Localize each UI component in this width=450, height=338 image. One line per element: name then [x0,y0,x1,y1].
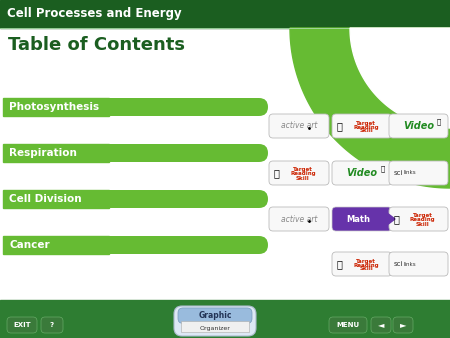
FancyBboxPatch shape [174,306,256,336]
Text: Cell Division: Cell Division [9,194,81,204]
Text: Math: Math [346,215,370,223]
FancyBboxPatch shape [389,161,448,185]
Text: 🎓: 🎓 [437,119,441,125]
Text: Target: Target [356,121,376,125]
Text: Organizer: Organizer [199,326,230,331]
Text: Reading: Reading [353,124,379,129]
Polygon shape [350,28,450,128]
Text: Target: Target [413,214,432,218]
Text: Skill: Skill [359,128,373,134]
FancyBboxPatch shape [3,236,268,254]
FancyBboxPatch shape [269,114,329,138]
Bar [3,236,109,254]
Text: Skill: Skill [416,221,429,226]
FancyBboxPatch shape [332,252,392,276]
Text: Cell Processes and Energy: Cell Processes and Energy [7,7,182,21]
Text: Reading: Reading [290,171,316,176]
Text: Target: Target [356,259,376,264]
FancyBboxPatch shape [332,207,392,231]
Text: EXIT: EXIT [13,322,31,328]
Text: Target: Target [293,168,313,172]
Bar [0,0,450,28]
Text: active art: active art [281,215,317,223]
Text: sci: sci [394,170,404,176]
FancyBboxPatch shape [389,207,448,231]
FancyBboxPatch shape [329,317,367,333]
FancyBboxPatch shape [389,114,448,138]
Text: Video: Video [403,121,434,131]
FancyBboxPatch shape [371,317,391,333]
Text: active art: active art [281,121,317,130]
FancyBboxPatch shape [269,161,329,185]
FancyBboxPatch shape [332,161,392,185]
Text: ?: ? [50,322,54,328]
Text: Reading: Reading [410,217,435,222]
FancyBboxPatch shape [393,317,413,333]
Polygon shape [290,28,450,188]
Text: Skill: Skill [359,266,373,271]
FancyBboxPatch shape [3,144,268,162]
FancyBboxPatch shape [332,114,392,138]
FancyBboxPatch shape [7,317,37,333]
Text: 🎯: 🎯 [337,121,343,131]
Text: 🎯: 🎯 [394,214,400,224]
Polygon shape [383,210,395,228]
Text: ►: ► [400,320,406,330]
Bar [3,98,109,116]
Text: MENU: MENU [337,322,360,328]
Bar [3,190,109,208]
Text: Skill: Skill [296,175,310,180]
Bar [3,144,109,162]
Text: Graphic: Graphic [198,311,232,320]
Text: 🎓: 🎓 [381,166,385,172]
Bar [0,300,450,338]
Text: links: links [404,170,417,175]
Text: Respiration: Respiration [9,148,77,158]
Bar [181,321,249,332]
Text: Photosynthesis: Photosynthesis [9,102,99,112]
FancyBboxPatch shape [269,207,329,231]
Polygon shape [0,286,450,298]
Text: 🎯: 🎯 [337,259,343,269]
FancyBboxPatch shape [389,252,448,276]
Text: 🎯: 🎯 [274,168,280,178]
Text: Video: Video [346,168,378,178]
FancyBboxPatch shape [3,190,268,208]
Text: sci: sci [394,261,404,267]
FancyBboxPatch shape [41,317,63,333]
FancyBboxPatch shape [3,98,268,116]
Text: Table of Contents: Table of Contents [8,36,185,54]
FancyBboxPatch shape [178,308,252,323]
Text: Reading: Reading [353,263,379,267]
Text: ◄: ◄ [378,320,384,330]
Text: Cancer: Cancer [9,240,50,250]
Text: links: links [404,262,417,266]
